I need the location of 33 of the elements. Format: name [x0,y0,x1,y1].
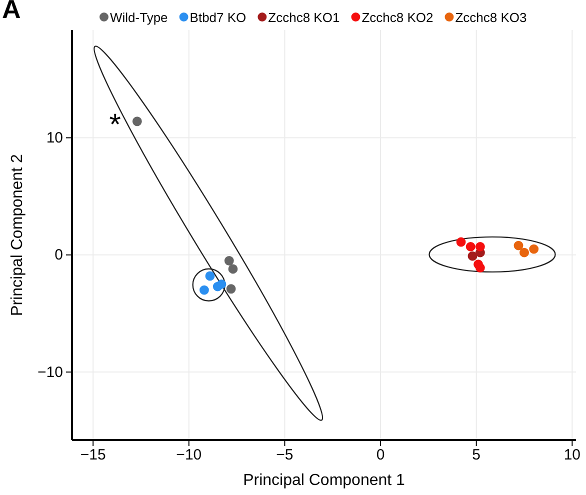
y-axis-title: Principal Component 2 [9,154,26,316]
x-tick-label: −10 [176,446,202,464]
point [529,244,539,254]
point [205,271,215,281]
x-tick-label: 10 [564,446,581,464]
point [466,242,476,252]
x-axis-title: Principal Component 1 [243,472,406,489]
legend-label: Wild-Type [110,10,168,25]
annotation: * [109,108,122,142]
y-tick-label: 0 [54,246,63,264]
point [132,116,142,126]
point [456,237,466,247]
x-tick-label: 0 [376,446,385,464]
point [216,279,226,289]
x-tick-label: −15 [80,446,106,464]
legend-label: Zcchc8 KO2 [362,10,434,25]
point [475,242,485,252]
point [514,240,524,250]
legend-label: Zcchc8 KO1 [268,10,340,25]
text: A [2,0,21,24]
point [468,251,478,261]
point [228,264,238,274]
x-tick-label: −5 [276,446,294,464]
point [475,263,485,273]
point [224,256,234,266]
point [520,248,529,258]
point [200,285,209,295]
point [226,284,236,294]
x-tick-label: 5 [472,446,481,464]
legend-label: Btbd7 KO [190,10,246,25]
y-tick-label: −10 [38,364,63,381]
y-tick-label: 10 [46,130,63,147]
legend-label: Zcchc8 KO3 [455,10,527,25]
